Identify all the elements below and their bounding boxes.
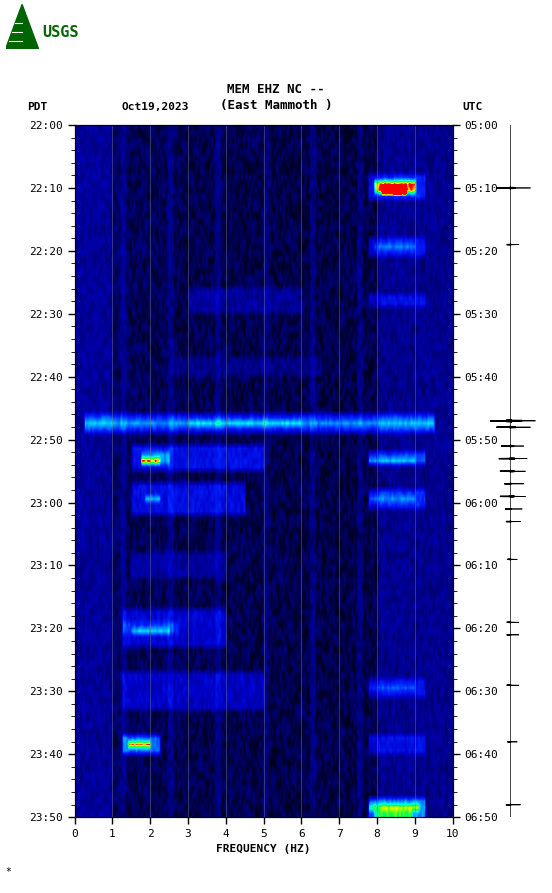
Text: MEM EHZ NC --: MEM EHZ NC -- [227, 82, 325, 96]
Polygon shape [6, 4, 39, 49]
Text: *: * [6, 867, 12, 877]
Text: UTC: UTC [463, 102, 483, 112]
Text: PDT: PDT [28, 102, 48, 112]
X-axis label: FREQUENCY (HZ): FREQUENCY (HZ) [216, 845, 311, 855]
Text: USGS: USGS [42, 25, 78, 40]
Text: Oct19,2023: Oct19,2023 [121, 102, 189, 112]
Text: (East Mammoth ): (East Mammoth ) [220, 98, 332, 112]
